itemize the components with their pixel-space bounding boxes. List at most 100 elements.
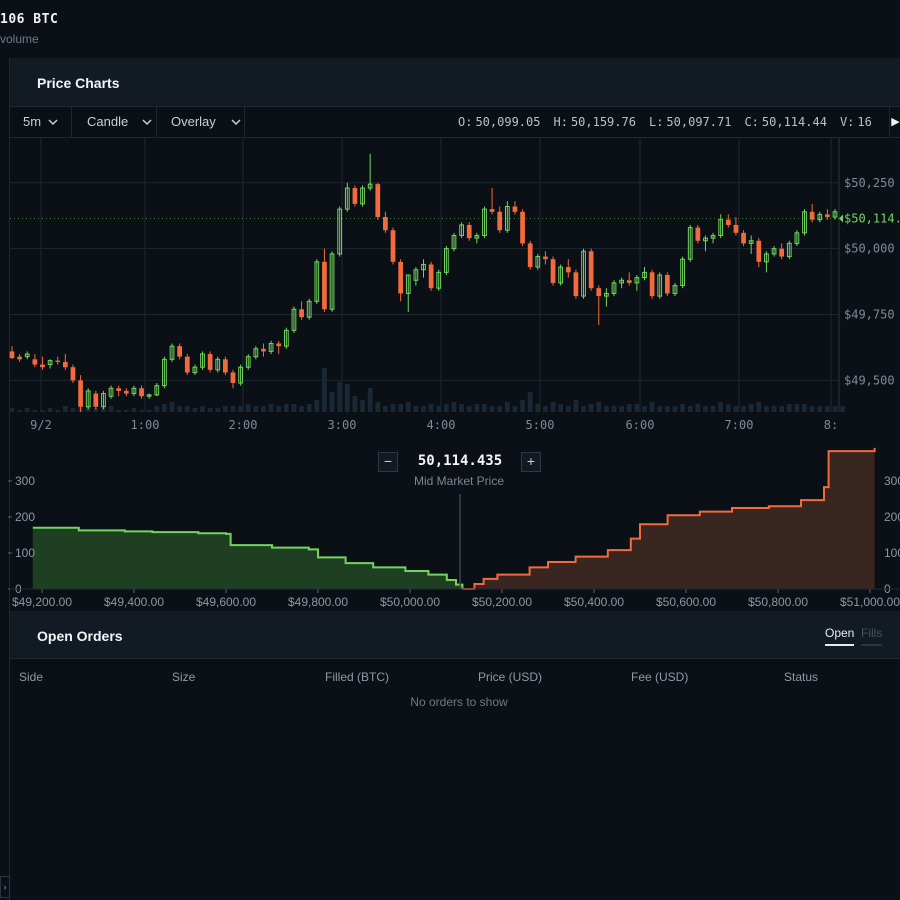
last-price-pointer bbox=[839, 214, 843, 223]
candle-down bbox=[695, 227, 701, 241]
volume-bar bbox=[276, 406, 282, 412]
candle-down bbox=[573, 272, 579, 297]
volume-bar bbox=[573, 400, 579, 412]
candle-up bbox=[764, 253, 769, 263]
tab-open[interactable]: Open bbox=[825, 626, 855, 646]
volume-bar bbox=[504, 402, 510, 412]
volume-bar bbox=[40, 410, 45, 412]
y-tick-label: $49,500 bbox=[844, 373, 895, 387]
volume-bar bbox=[748, 404, 754, 412]
volume-bar bbox=[809, 406, 815, 412]
volume-bar bbox=[413, 406, 419, 412]
zoom-in-button[interactable]: + bbox=[521, 452, 541, 472]
volume-bar bbox=[322, 368, 327, 412]
volume-bar bbox=[771, 406, 777, 412]
volume-bar bbox=[520, 400, 525, 412]
volume-bar bbox=[756, 402, 762, 412]
last-price-label: $50,114.4 bbox=[844, 212, 900, 226]
chart-type-dropdown[interactable]: Candle bbox=[71, 107, 157, 137]
column-header: Side bbox=[19, 670, 44, 684]
zoom-out-button[interactable]: − bbox=[378, 452, 398, 472]
volume-bar bbox=[672, 406, 678, 412]
candle-up bbox=[283, 329, 289, 347]
y-tick-label: $50,250 bbox=[844, 176, 895, 190]
volume-bar bbox=[588, 404, 594, 412]
interval-dropdown[interactable]: 5m bbox=[10, 107, 72, 137]
volume-bar bbox=[352, 396, 358, 412]
candle-up bbox=[581, 250, 586, 297]
low-label: L: bbox=[648, 115, 664, 129]
bid-depth-area bbox=[32, 527, 463, 589]
tab-fills[interactable]: Fills bbox=[861, 626, 883, 646]
orders-table-header: Side Size Filled (BTC) Price (USD) Fee (… bbox=[10, 659, 900, 695]
depth-x-tick-label: $49,400.00 bbox=[104, 595, 164, 609]
left-rail bbox=[0, 58, 10, 900]
candle-down bbox=[626, 280, 632, 283]
volume-bar bbox=[680, 404, 685, 412]
volume-bar bbox=[154, 406, 160, 412]
candle-up bbox=[108, 387, 114, 397]
volume-bar bbox=[596, 402, 602, 412]
chevron-down-icon bbox=[142, 119, 152, 126]
candle-down bbox=[70, 367, 76, 381]
candle-up bbox=[482, 208, 487, 236]
depth-x-tick-label: $50,800.00 bbox=[748, 595, 808, 609]
volume-bar bbox=[634, 404, 640, 412]
overlay-dropdown[interactable]: Overlay bbox=[156, 107, 245, 137]
candle-down bbox=[565, 267, 571, 273]
candle-down bbox=[588, 251, 594, 289]
candle-up bbox=[360, 187, 365, 205]
high-label: H: bbox=[553, 115, 568, 129]
panel-title: Price Charts bbox=[37, 75, 120, 91]
top-bar: 106 BTC volume bbox=[0, 0, 900, 59]
candle-down bbox=[725, 219, 731, 225]
volume-bar bbox=[794, 404, 800, 412]
volume-bar bbox=[215, 408, 221, 412]
volume-bar bbox=[421, 406, 426, 412]
volume-bar bbox=[527, 392, 533, 412]
x-tick-label: 8: bbox=[824, 418, 838, 432]
candle-up bbox=[253, 348, 259, 358]
volume-bar bbox=[32, 410, 38, 412]
volume-bar bbox=[62, 406, 68, 412]
volume-bar bbox=[116, 410, 122, 412]
volume-bar bbox=[314, 400, 320, 412]
volume-bar bbox=[565, 406, 571, 412]
close-label: C: bbox=[744, 115, 759, 129]
volume-bar bbox=[299, 406, 304, 412]
depth-chart[interactable]: 30030020020010010000$49,200.00$49,400.00… bbox=[0, 445, 900, 611]
candle-down bbox=[184, 356, 190, 373]
price-chart[interactable]: $50,250 $50,000 $49,750 $49,500 $50,114.4 9/2… bbox=[0, 138, 900, 438]
mid-market-label: Mid Market Price bbox=[413, 474, 505, 488]
candle-down bbox=[223, 359, 228, 373]
volume-bar bbox=[177, 406, 183, 412]
volume-bar bbox=[474, 404, 480, 412]
candle-up bbox=[786, 242, 792, 258]
volume-bar bbox=[47, 408, 53, 412]
chevron-right-icon[interactable]: › bbox=[0, 876, 10, 898]
candle-down bbox=[596, 288, 602, 297]
open-value: 50,099.05 bbox=[475, 115, 541, 129]
candle-down bbox=[741, 232, 746, 244]
candle-down bbox=[352, 188, 358, 204]
candle-up bbox=[344, 187, 350, 210]
volume-bar bbox=[611, 406, 617, 412]
volume-bar bbox=[200, 406, 205, 412]
volume-bar bbox=[619, 406, 624, 412]
candle-down bbox=[825, 214, 830, 218]
candle-down bbox=[276, 343, 282, 347]
candle-up bbox=[748, 240, 754, 244]
candle-down bbox=[383, 217, 388, 231]
candle-up bbox=[710, 234, 716, 239]
x-tick-label: 1:00 bbox=[131, 418, 160, 432]
column-header: Status bbox=[784, 670, 819, 684]
price-charts-header: Price Charts bbox=[10, 58, 900, 107]
candle-up bbox=[832, 211, 838, 218]
volume-bar bbox=[649, 402, 655, 412]
play-icon[interactable]: ▶ bbox=[889, 107, 900, 137]
candle-up bbox=[718, 219, 724, 236]
volume-bar bbox=[306, 404, 312, 412]
candle-down bbox=[139, 388, 144, 397]
volume-bar bbox=[695, 404, 701, 412]
candle-up bbox=[687, 227, 693, 260]
